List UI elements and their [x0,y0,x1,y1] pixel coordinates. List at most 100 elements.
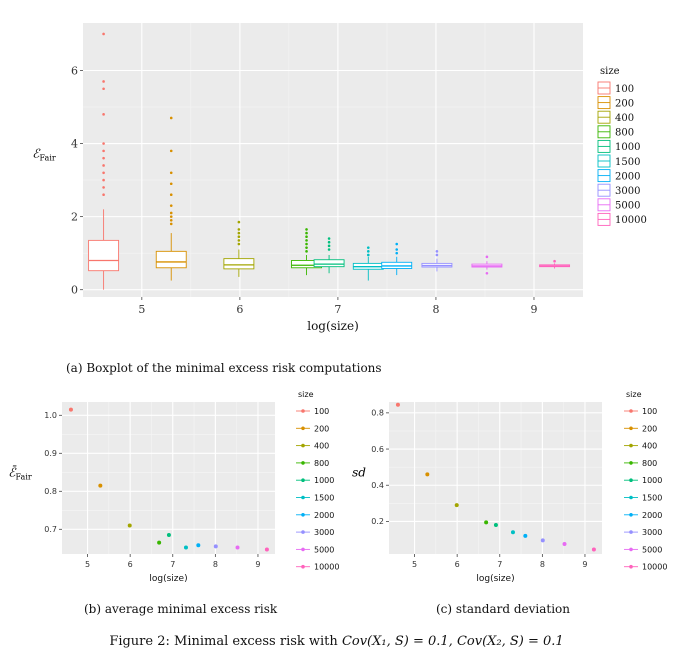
legend-point [629,478,633,483]
x-tick-label: 9 [255,560,260,569]
outlier [169,182,173,186]
box-1000 [313,237,345,274]
outlier [305,228,308,231]
point-10000 [591,547,596,552]
point-1500 [510,530,515,535]
y-tick-label: 1.0 [44,411,57,420]
x-tick-label: 5 [85,560,90,569]
legend-label: 1000 [615,142,640,153]
legend-key-1500: 1500 [296,494,334,503]
outlier [327,237,331,240]
legend-label: 3000 [314,528,334,537]
x-tick-label: 7 [334,303,341,316]
outlier [169,116,173,120]
chart-sd: 5 6 7 8 9 0.2 0.4 0.6 0.8 log(size) sd [352,402,602,584]
legend-label: 2000 [615,171,640,182]
point-1000 [493,523,498,528]
legend-point [629,547,633,552]
legend-point [301,530,305,534]
point-400 [454,503,459,508]
legend-key-400: 400 [624,442,657,451]
legend-label: 5000 [615,201,640,212]
legend-key-200: 200 [597,96,634,109]
caption-boxplot: (a) Boxplot of the minimal excess risk c… [66,361,382,375]
outlier [102,186,105,189]
point-3000 [540,538,545,543]
outlier [327,240,331,244]
legend-point [629,495,633,500]
outlier [102,178,105,182]
legend-key-2000: 2000 [296,511,334,520]
legend-label: 1000 [642,476,662,485]
outlier [102,171,105,175]
legend-label: 5000 [642,545,662,554]
point-3000 [213,544,218,549]
point-200 [425,472,430,477]
legend-key-3000: 3000 [597,183,640,197]
point-1500 [183,545,188,550]
legend-label: 200 [314,424,329,433]
legend-label: 400 [615,113,634,124]
outlier [169,204,173,207]
legend-key-400: 400 [296,442,329,451]
x-tick-label: 8 [540,560,545,569]
outlier [237,220,241,224]
legend-label: 100 [615,84,634,95]
point-400 [127,523,132,528]
outlier [237,239,241,242]
legend-key-1000: 1000 [296,476,334,485]
legend-label: 800 [314,459,329,468]
legend-point [301,564,305,569]
legend-label: 800 [615,128,634,139]
outlier [366,253,370,257]
legend-key-3000: 3000 [624,528,662,537]
outlier [305,246,308,249]
outlier [327,248,331,251]
legend-title: size [600,66,620,77]
box-200 [155,116,187,281]
x-tick-label: 9 [530,303,537,316]
x-axis-title: log(size) [307,319,359,333]
y-axis-title: ℰFair [32,146,56,162]
y-tick-label: 0.2 [371,517,384,526]
outlier [435,253,439,257]
legend-key-2000: 2000 [624,511,662,520]
legend-key-5000: 5000 [597,198,640,212]
outlier [553,259,556,263]
box-100 [88,32,120,290]
y-tick-label: 0.4 [371,481,384,490]
point-10000 [264,547,269,552]
figure-caption-prefix: Figure 2: Minimal excess risk with [109,634,338,649]
legend-label: 400 [314,442,329,451]
y-tick-label: 0 [71,284,78,297]
point-2000 [523,533,528,538]
plot-panel [389,402,602,554]
legend-key-100: 100 [624,407,657,416]
legend-key-1500: 1500 [597,154,640,168]
legend-key-800: 800 [597,125,634,139]
outlier [305,231,308,235]
outlier [102,193,105,197]
outlier [395,248,399,251]
legend-title: size [626,390,642,399]
legend-point [629,409,633,413]
legend-label: 2000 [314,511,334,520]
legend-key-100: 100 [597,81,634,95]
outlier [102,164,105,167]
x-tick-label: 9 [582,560,587,569]
outlier [305,239,308,242]
outlier [169,193,173,197]
box-10000 [539,259,571,269]
outlier [395,242,399,246]
y-tick-label: 0.7 [44,525,57,534]
outlier [237,235,241,239]
legend-label: 200 [615,98,634,109]
legend-label: 100 [642,407,657,416]
legend-label: 200 [642,424,657,433]
legend-key-3000: 3000 [296,528,334,537]
box-iqr [155,250,187,269]
x-tick-label: 7 [170,560,175,569]
y-tick-label: 4 [71,137,78,150]
